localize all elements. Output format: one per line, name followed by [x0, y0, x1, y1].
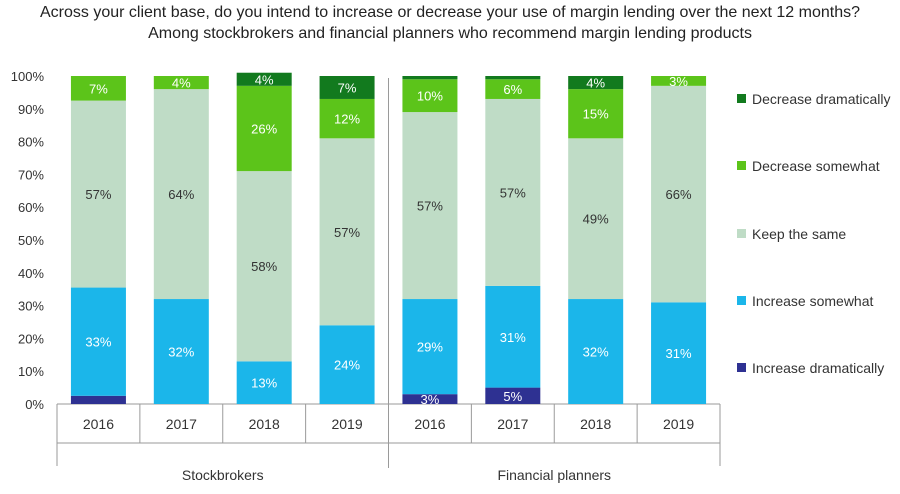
data-label: 31%	[500, 330, 526, 345]
data-label: 7%	[338, 80, 357, 95]
data-label: 4%	[586, 76, 605, 91]
bar-segment	[568, 138, 624, 300]
bar-segment	[402, 79, 458, 113]
bar-segment	[319, 325, 375, 404]
y-tick-label: 70%	[18, 167, 44, 182]
x-category-label: 2017	[166, 416, 197, 432]
legend-label: Increase dramatically	[752, 360, 884, 376]
data-label: 7%	[89, 81, 108, 96]
data-label: 12%	[334, 112, 360, 127]
data-label: 64%	[168, 187, 194, 202]
y-tick-label: 10%	[18, 364, 44, 379]
data-label: 58%	[251, 259, 277, 274]
axes-layer: 0% 10% 20% 30% 40% 50% 60% 70% 80% 90% 100% 2016 201…	[11, 69, 721, 483]
bar-segment	[236, 171, 292, 362]
legend-swatch	[737, 161, 746, 170]
bar-segment	[402, 394, 458, 404]
legend-swatch	[737, 94, 746, 103]
legend-label: Keep the same	[752, 226, 846, 242]
y-tick-label: 80%	[18, 135, 44, 150]
data-label: 49%	[583, 212, 609, 227]
bar-segment	[485, 98, 541, 286]
x-category-label: 2018	[580, 416, 611, 432]
data-label: 57%	[334, 225, 360, 240]
x-category-label: 2016	[414, 416, 445, 432]
bars-layer	[70, 72, 707, 404]
group-label: Financial planners	[497, 467, 611, 483]
x-category-label: 2017	[497, 416, 528, 432]
bar-segment	[402, 112, 458, 300]
bar-segment	[70, 100, 126, 288]
bar-segment	[236, 85, 292, 172]
data-label: 15%	[583, 107, 609, 122]
y-tick-label: 50%	[18, 233, 44, 248]
y-tick-label: 0%	[25, 397, 44, 412]
bar-segment	[485, 285, 541, 388]
data-label: 57%	[85, 187, 111, 202]
bar-segment	[402, 299, 458, 395]
bar-segment	[319, 76, 375, 99]
y-tick-label: 40%	[18, 266, 44, 281]
group-label: Stockbrokers	[182, 467, 264, 483]
data-label: 33%	[85, 335, 111, 350]
data-label: 26%	[251, 121, 277, 136]
data-label: 31%	[666, 346, 692, 361]
legend-label: Decrease somewhat	[752, 158, 880, 174]
bar-segment	[319, 138, 375, 326]
bar-segment	[153, 89, 209, 300]
legend-swatch	[737, 363, 746, 372]
bar-segment	[236, 361, 292, 404]
data-label: 3%	[669, 74, 688, 89]
legend: Decrease dramatically Decrease somewhat Ke…	[737, 91, 891, 376]
y-tick-label: 100%	[11, 69, 45, 84]
bar-segment	[153, 299, 209, 404]
bar-segment	[485, 76, 541, 80]
data-label: 57%	[417, 199, 443, 214]
x-category-label: 2019	[663, 416, 694, 432]
data-label: 4%	[255, 72, 274, 87]
data-label: 29%	[417, 340, 443, 355]
bar-segment	[485, 387, 541, 404]
bar-segment	[153, 76, 209, 90]
data-label: 4%	[172, 76, 191, 91]
chart-subtitle: Among stockbrokers and financial planner…	[148, 25, 752, 42]
bar-segment	[651, 85, 707, 303]
bar-segment	[70, 395, 126, 404]
data-label: 24%	[334, 358, 360, 373]
x-category-label: 2018	[249, 416, 280, 432]
data-label: 5%	[503, 389, 522, 404]
data-label: 13%	[251, 376, 277, 391]
data-label: 32%	[583, 345, 609, 360]
data-label: 57%	[500, 185, 526, 200]
data-label: 3%	[421, 392, 440, 407]
data-label: 10%	[417, 89, 443, 104]
bar-segment	[568, 89, 624, 139]
data-label: 32%	[168, 345, 194, 360]
bar-segment	[568, 299, 624, 404]
bar-segment	[70, 76, 126, 101]
bar-segment	[485, 79, 541, 99]
y-tick-label: 20%	[18, 331, 44, 346]
y-tick-label: 90%	[18, 102, 44, 117]
bar-segment	[651, 76, 707, 86]
bar-segment	[402, 76, 458, 80]
y-tick-label: 30%	[18, 299, 44, 314]
legend-label: Increase somewhat	[752, 293, 874, 309]
bar-segment	[651, 302, 707, 404]
legend-label: Decrease dramatically	[752, 91, 891, 107]
bar-segment	[70, 287, 126, 396]
legend-swatch	[737, 229, 746, 238]
data-label: 6%	[503, 82, 522, 97]
bar-segment	[568, 76, 624, 90]
y-tick-label: 60%	[18, 200, 44, 215]
data-labels-layer: 33% 57% 7% 32% 64% 4% 13% 58% 26% 4% 24% 57% 12% 7% 3%…	[85, 72, 692, 407]
bar-segment	[236, 72, 292, 86]
x-category-label: 2019	[331, 416, 362, 432]
data-label: 66%	[666, 187, 692, 202]
bar-segment	[319, 98, 375, 139]
chart-title: Across your client base, do you intend t…	[39, 4, 861, 21]
x-category-label: 2016	[83, 416, 114, 432]
legend-swatch	[737, 296, 746, 305]
